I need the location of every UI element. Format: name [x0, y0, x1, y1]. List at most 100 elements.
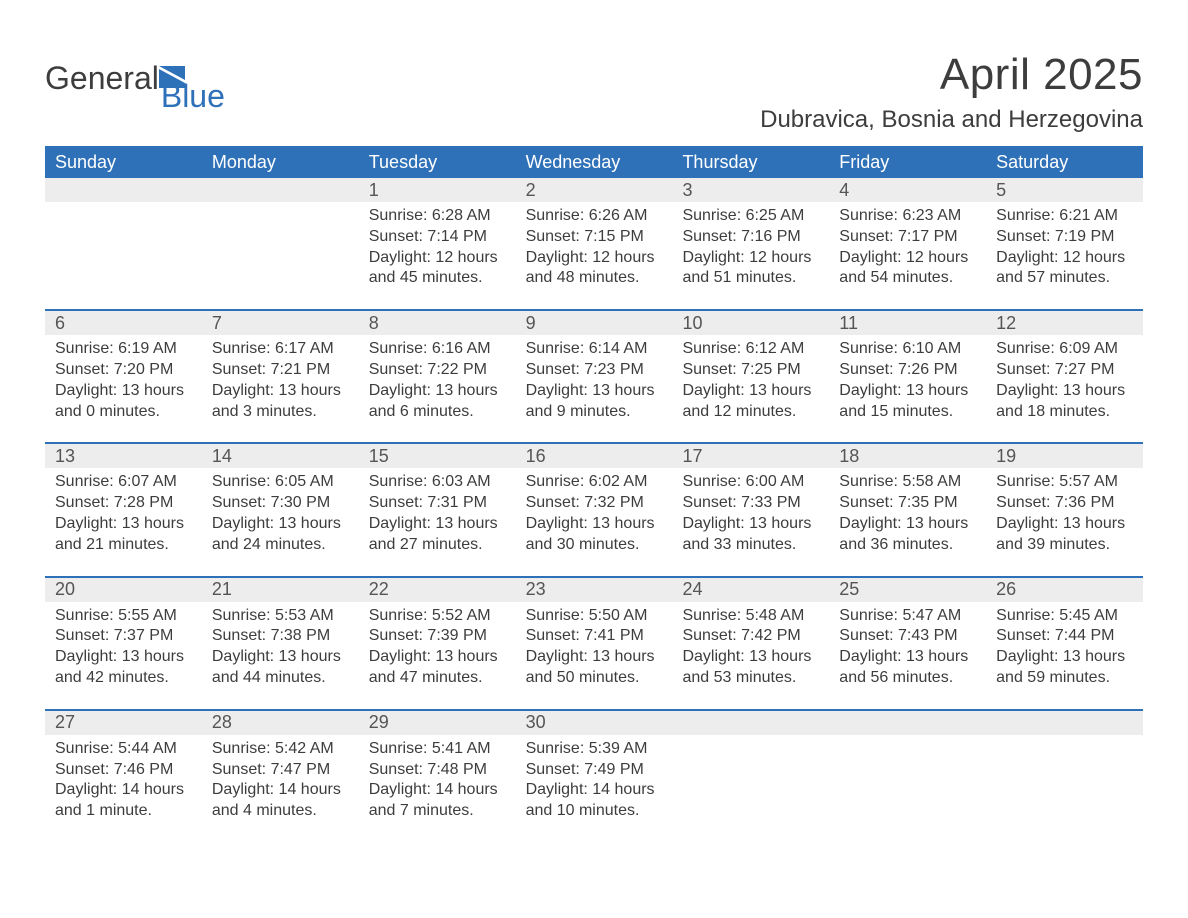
- day-number: 30: [516, 712, 673, 733]
- sunset-text: Sunset: 7:27 PM: [996, 360, 1133, 381]
- day-number: 16: [516, 446, 673, 467]
- day-number: 15: [359, 446, 516, 467]
- day-number: 12: [986, 313, 1143, 334]
- sunset-text: Sunset: 7:41 PM: [526, 626, 663, 647]
- day-cell: [829, 735, 986, 832]
- logo: General Blue: [45, 50, 253, 97]
- sunset-text: Sunset: 7:17 PM: [839, 227, 976, 248]
- sunrise-text: Sunrise: 6:03 AM: [369, 472, 506, 493]
- daylight-text: Daylight: 13 hours and 47 minutes.: [369, 647, 506, 689]
- day-number: 10: [672, 313, 829, 334]
- daylight-text: Daylight: 13 hours and 21 minutes.: [55, 514, 192, 556]
- daylight-text: Daylight: 12 hours and 45 minutes.: [369, 248, 506, 290]
- sunrise-text: Sunrise: 5:39 AM: [526, 739, 663, 760]
- weekday-header: Monday: [202, 152, 359, 173]
- daylight-text: Daylight: 13 hours and 24 minutes.: [212, 514, 349, 556]
- day-cell: Sunrise: 6:17 AMSunset: 7:21 PMDaylight:…: [202, 335, 359, 432]
- sunrise-text: Sunrise: 6:09 AM: [996, 339, 1133, 360]
- weekday-header: Friday: [829, 152, 986, 173]
- day-cell: Sunrise: 6:10 AMSunset: 7:26 PMDaylight:…: [829, 335, 986, 432]
- sunset-text: Sunset: 7:39 PM: [369, 626, 506, 647]
- daylight-text: Daylight: 12 hours and 57 minutes.: [996, 248, 1133, 290]
- sunrise-text: Sunrise: 6:14 AM: [526, 339, 663, 360]
- day-cell: Sunrise: 6:19 AMSunset: 7:20 PMDaylight:…: [45, 335, 202, 432]
- day-cell: Sunrise: 6:05 AMSunset: 7:30 PMDaylight:…: [202, 468, 359, 565]
- sunset-text: Sunset: 7:19 PM: [996, 227, 1133, 248]
- sunrise-text: Sunrise: 6:19 AM: [55, 339, 192, 360]
- sunrise-text: Sunrise: 5:41 AM: [369, 739, 506, 760]
- daylight-text: Daylight: 13 hours and 18 minutes.: [996, 381, 1133, 423]
- day-cell: Sunrise: 6:14 AMSunset: 7:23 PMDaylight:…: [516, 335, 673, 432]
- location-label: Dubravica, Bosnia and Herzegovina: [760, 106, 1143, 134]
- daynum-row: 6789101112: [45, 311, 1143, 335]
- daylight-text: Daylight: 13 hours and 30 minutes.: [526, 514, 663, 556]
- sunset-text: Sunset: 7:33 PM: [682, 493, 819, 514]
- sunset-text: Sunset: 7:48 PM: [369, 760, 506, 781]
- daynum-row: 20212223242526: [45, 578, 1143, 602]
- daynum-row: 13141516171819: [45, 444, 1143, 468]
- sunrise-text: Sunrise: 6:05 AM: [212, 472, 349, 493]
- sunrise-text: Sunrise: 6:17 AM: [212, 339, 349, 360]
- sunrise-text: Sunrise: 5:44 AM: [55, 739, 192, 760]
- day-number: 20: [45, 579, 202, 600]
- sunrise-text: Sunrise: 6:28 AM: [369, 206, 506, 227]
- daylight-text: Daylight: 12 hours and 51 minutes.: [682, 248, 819, 290]
- sunset-text: Sunset: 7:46 PM: [55, 760, 192, 781]
- day-number: 14: [202, 446, 359, 467]
- day-cell: Sunrise: 6:02 AMSunset: 7:32 PMDaylight:…: [516, 468, 673, 565]
- day-number: 23: [516, 579, 673, 600]
- daylight-text: Daylight: 13 hours and 9 minutes.: [526, 381, 663, 423]
- day-cell: Sunrise: 5:55 AMSunset: 7:37 PMDaylight:…: [45, 602, 202, 699]
- sunrise-text: Sunrise: 6:02 AM: [526, 472, 663, 493]
- weekday-header: Sunday: [45, 152, 202, 173]
- sunrise-text: Sunrise: 5:52 AM: [369, 606, 506, 627]
- title-block: April 2025 Dubravica, Bosnia and Herzego…: [760, 50, 1143, 134]
- weekday-header: Tuesday: [359, 152, 516, 173]
- page-title: April 2025: [760, 50, 1143, 100]
- daylight-text: Daylight: 14 hours and 4 minutes.: [212, 780, 349, 822]
- day-number: 2: [516, 180, 673, 201]
- daylight-text: Daylight: 14 hours and 7 minutes.: [369, 780, 506, 822]
- day-number: 22: [359, 579, 516, 600]
- daylight-text: Daylight: 13 hours and 44 minutes.: [212, 647, 349, 689]
- sunset-text: Sunset: 7:38 PM: [212, 626, 349, 647]
- sunrise-text: Sunrise: 6:16 AM: [369, 339, 506, 360]
- day-number: 7: [202, 313, 359, 334]
- sunset-text: Sunset: 7:49 PM: [526, 760, 663, 781]
- header: General Blue April 2025 Dubravica, Bosni…: [45, 50, 1143, 134]
- day-cell: Sunrise: 6:23 AMSunset: 7:17 PMDaylight:…: [829, 202, 986, 299]
- day-cell: Sunrise: 5:39 AMSunset: 7:49 PMDaylight:…: [516, 735, 673, 832]
- weekday-header-row: SundayMondayTuesdayWednesdayThursdayFrid…: [45, 146, 1143, 178]
- sunset-text: Sunset: 7:14 PM: [369, 227, 506, 248]
- day-cell: Sunrise: 6:03 AMSunset: 7:31 PMDaylight:…: [359, 468, 516, 565]
- sunrise-text: Sunrise: 5:42 AM: [212, 739, 349, 760]
- daylight-text: Daylight: 13 hours and 56 minutes.: [839, 647, 976, 689]
- sunset-text: Sunset: 7:25 PM: [682, 360, 819, 381]
- sunrise-text: Sunrise: 6:25 AM: [682, 206, 819, 227]
- details-row: Sunrise: 6:19 AMSunset: 7:20 PMDaylight:…: [45, 335, 1143, 432]
- day-number: 6: [45, 313, 202, 334]
- day-cell: Sunrise: 6:07 AMSunset: 7:28 PMDaylight:…: [45, 468, 202, 565]
- sunrise-text: Sunrise: 5:47 AM: [839, 606, 976, 627]
- daylight-text: Daylight: 13 hours and 53 minutes.: [682, 647, 819, 689]
- details-row: Sunrise: 5:55 AMSunset: 7:37 PMDaylight:…: [45, 602, 1143, 699]
- day-cell: Sunrise: 6:21 AMSunset: 7:19 PMDaylight:…: [986, 202, 1143, 299]
- day-cell: Sunrise: 5:50 AMSunset: 7:41 PMDaylight:…: [516, 602, 673, 699]
- day-cell: Sunrise: 5:53 AMSunset: 7:38 PMDaylight:…: [202, 602, 359, 699]
- day-number: 21: [202, 579, 359, 600]
- day-cell: Sunrise: 6:25 AMSunset: 7:16 PMDaylight:…: [672, 202, 829, 299]
- sunset-text: Sunset: 7:15 PM: [526, 227, 663, 248]
- sunset-text: Sunset: 7:37 PM: [55, 626, 192, 647]
- sunrise-text: Sunrise: 5:45 AM: [996, 606, 1133, 627]
- day-cell: Sunrise: 5:48 AMSunset: 7:42 PMDaylight:…: [672, 602, 829, 699]
- sunset-text: Sunset: 7:47 PM: [212, 760, 349, 781]
- daylight-text: Daylight: 13 hours and 33 minutes.: [682, 514, 819, 556]
- sunset-text: Sunset: 7:26 PM: [839, 360, 976, 381]
- weekday-header: Saturday: [986, 152, 1143, 173]
- day-number: 13: [45, 446, 202, 467]
- calendar-week: 27282930Sunrise: 5:44 AMSunset: 7:46 PMD…: [45, 709, 1143, 832]
- day-number: 11: [829, 313, 986, 334]
- calendar-week: 12345Sunrise: 6:28 AMSunset: 7:14 PMDayl…: [45, 178, 1143, 299]
- day-cell: Sunrise: 5:41 AMSunset: 7:48 PMDaylight:…: [359, 735, 516, 832]
- day-cell: Sunrise: 6:12 AMSunset: 7:25 PMDaylight:…: [672, 335, 829, 432]
